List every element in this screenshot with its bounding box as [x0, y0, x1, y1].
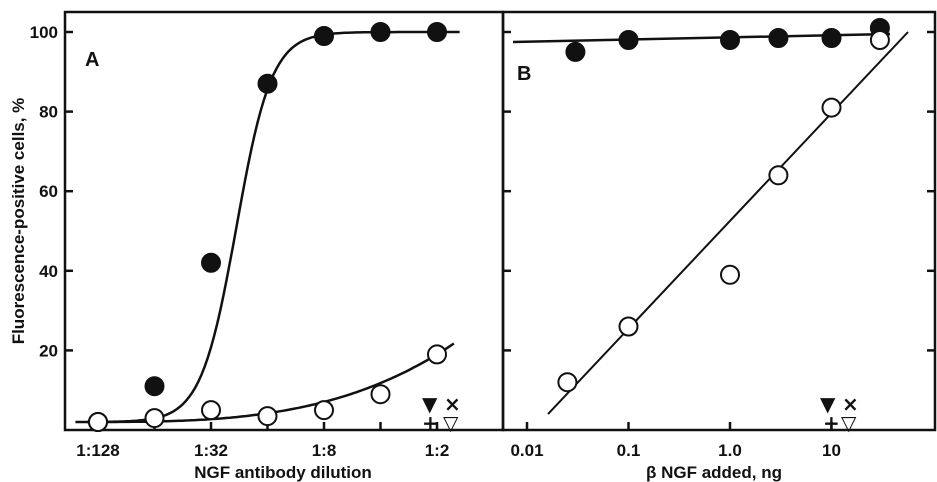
panel-a-x-tick-label: 1:32	[194, 441, 228, 460]
panel-b-symbol-key: ▼ × + ▽	[820, 392, 859, 435]
panel-b-open-point	[618, 316, 639, 337]
panel-b-open-point	[720, 264, 740, 285]
panel-a-filled-point	[201, 252, 221, 273]
panel-b-x-ticks: 0.01 0.1 1.0 10	[510, 422, 841, 460]
y-tick-label: 20	[39, 341, 58, 360]
panel-b-x-tick-label: 10	[822, 441, 841, 460]
y-tick-label: 60	[39, 182, 58, 201]
panel-a-symbol-key: ▼ × + ▽	[422, 392, 461, 435]
panel-a-key-plus: +	[422, 411, 439, 435]
panel-a: A 20 40 60 80 100 1:128 1:32 1:8 1:2 ▼ × + ▽ NG…	[9, 10, 505, 482]
panel-a-label: A	[85, 49, 99, 71]
panel-a-filled-point	[257, 73, 278, 94]
panel-b-key-open-triangle: ▽	[841, 411, 857, 435]
panel-b-filled-point	[821, 28, 842, 48]
panel-b-x-axis-title: β NGF added, ng	[646, 463, 782, 482]
panel-a-filled-point	[370, 22, 391, 42]
y-tick-label: 80	[39, 103, 58, 122]
panel-a-x-tick-label: 1:8	[312, 441, 337, 460]
panel-a-key-cross: ×	[444, 392, 461, 416]
panel-a-key-filled-triangle: ▼	[422, 392, 438, 416]
panel-b-points	[557, 18, 890, 393]
panel-b-open-point	[821, 97, 842, 118]
panel-b-label: B	[517, 63, 531, 85]
panel-a-open-point	[201, 400, 221, 421]
panel-a-filled-point	[144, 376, 165, 397]
panel-a-y-ticks: 20 40 60 80 100	[30, 23, 73, 360]
panel-b-filled-point	[720, 30, 740, 50]
y-axis-title: Fluorescence-positive cells, %	[9, 98, 28, 345]
panel-a-filled-point	[427, 22, 447, 42]
panel-b-key-plus: +	[823, 411, 840, 435]
y-tick-label: 100	[30, 23, 58, 42]
panel-a-open-point	[257, 406, 278, 427]
panel-b-open-fit-line	[547, 31, 909, 415]
panel-b-x-tick-label: 0.1	[617, 441, 641, 460]
panel-a-x-axis-title: NGF antibody dilution	[194, 463, 372, 482]
y-tick-label: 40	[39, 262, 58, 281]
panel-b-open-point	[768, 165, 789, 186]
panel-a-open-point	[314, 400, 334, 421]
panel-b-open-point	[869, 30, 890, 50]
panel-b-filled-point	[768, 28, 789, 48]
panel-b-filled-point	[565, 41, 586, 62]
panel-a-x-tick-label: 1:128	[76, 441, 119, 460]
panel-a-open-point	[427, 344, 447, 365]
panel-a-open-point	[88, 412, 108, 432]
panel-b-key-cross: ×	[842, 392, 859, 416]
panel-a-points	[88, 22, 447, 432]
panel-a-filled-point	[314, 26, 334, 46]
panel-b-key-filled-triangle: ▼	[820, 392, 836, 416]
panel-a-open-point	[370, 384, 391, 405]
panel-a-frame	[63, 10, 505, 432]
panel-a-x-tick-label: 1:2	[425, 441, 450, 460]
panel-b-open-point	[557, 372, 578, 393]
panel-a-open-point	[144, 408, 165, 429]
panel-b-x-tick-label: 1.0	[718, 441, 742, 460]
panel-b-x-tick-label: 0.01	[510, 441, 543, 460]
panel-b-y-ticks	[503, 30, 935, 352]
panel-b-frame	[501, 10, 937, 432]
panel-b: B 0.01 0.1 1.0 10 ▼ × + ▽ β NGF added, ng	[501, 10, 937, 482]
panel-a-x-ticks: 1:128 1:32 1:8 1:2	[76, 422, 449, 460]
panel-b-filled-point	[618, 30, 639, 50]
panel-a-key-open-triangle: ▽	[443, 411, 459, 435]
